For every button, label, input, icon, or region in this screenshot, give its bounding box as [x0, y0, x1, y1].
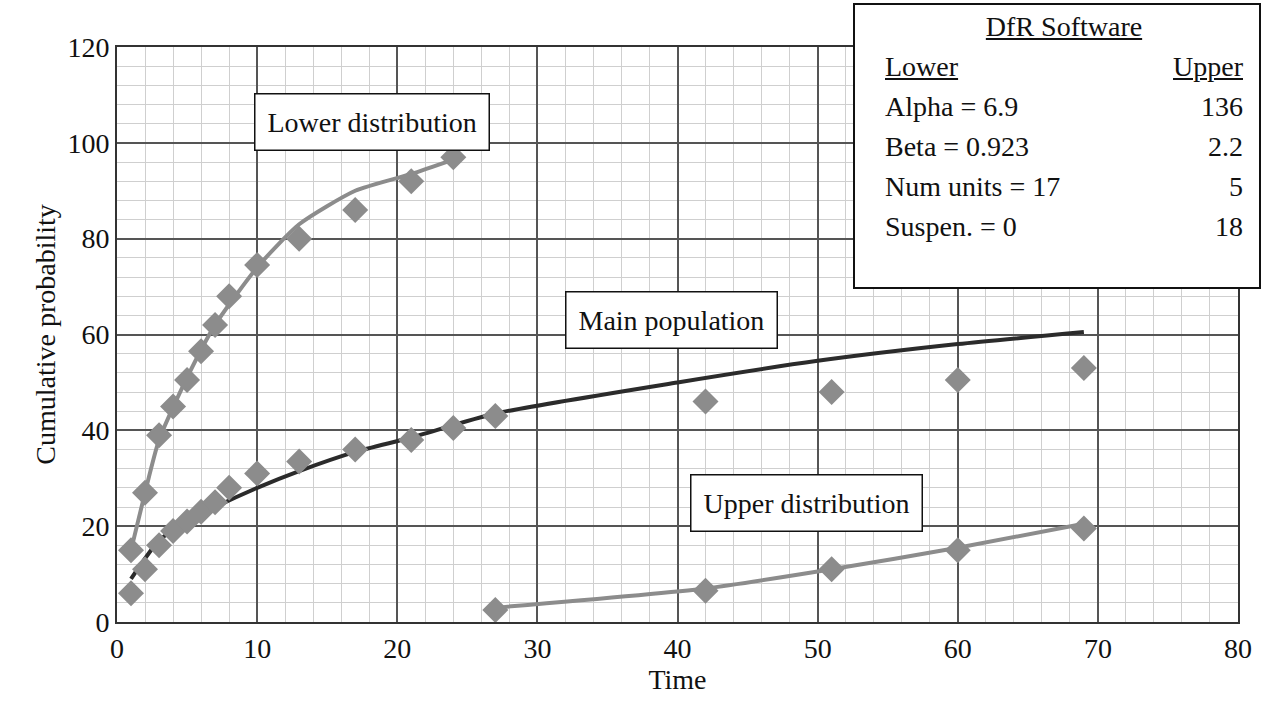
html-text:Num units = 17: Num units = 17: [885, 171, 1061, 202]
html-text:Upper: Upper: [1173, 51, 1243, 82]
svg-text:70: 70: [1084, 633, 1112, 664]
svg-text:0: 0: [95, 607, 109, 638]
html-text:136: 136: [1201, 91, 1243, 122]
svg-text:30: 30: [523, 633, 551, 664]
svg-text:Cumulative probability: Cumulative probability: [30, 204, 61, 465]
svg-text:0: 0: [110, 633, 124, 664]
svg-text:20: 20: [81, 511, 109, 542]
html-text:Lower: Lower: [885, 51, 959, 82]
svg-text:40: 40: [664, 633, 692, 664]
html-text:5: 5: [1229, 171, 1243, 202]
svg-text:Lower distribution: Lower distribution: [268, 107, 477, 138]
svg-text:80: 80: [1224, 633, 1252, 664]
svg-text:Upper distribution: Upper distribution: [704, 488, 910, 519]
svg-text:80: 80: [81, 223, 109, 254]
svg-text:20: 20: [383, 633, 411, 664]
svg-text:10: 10: [243, 633, 271, 664]
svg-text:100: 100: [67, 128, 109, 159]
html-text:Beta = 0.923: Beta = 0.923: [885, 131, 1030, 162]
svg-text:60: 60: [944, 633, 972, 664]
svg-text:120: 120: [67, 32, 109, 63]
svg-text:Main population: Main population: [579, 305, 765, 336]
html-text:18: 18: [1215, 211, 1243, 242]
svg-text:50: 50: [804, 633, 832, 664]
html-text:Alpha = 6.9: Alpha = 6.9: [885, 91, 1019, 122]
html-text:2.2: 2.2: [1208, 131, 1243, 162]
html-text:DfR Software: DfR Software: [985, 11, 1143, 42]
svg-text:Time: Time: [648, 664, 706, 695]
html-text:Suspen. = 0: Suspen. = 0: [885, 211, 1017, 242]
svg-text:40: 40: [81, 415, 109, 446]
svg-text:60: 60: [81, 319, 109, 350]
